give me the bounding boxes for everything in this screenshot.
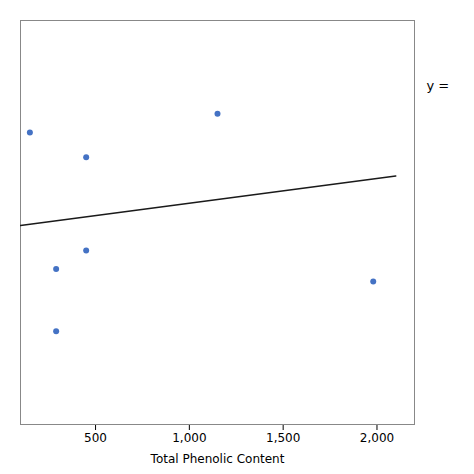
svg-text:1,500: 1,500 (266, 431, 300, 445)
svg-text:1,000: 1,000 (172, 431, 206, 445)
svg-text:y =: y = (427, 78, 450, 93)
svg-text:Total Phenolic Content: Total Phenolic Content (150, 452, 285, 466)
svg-text:500: 500 (84, 431, 107, 445)
svg-text:2,000: 2,000 (360, 431, 394, 445)
